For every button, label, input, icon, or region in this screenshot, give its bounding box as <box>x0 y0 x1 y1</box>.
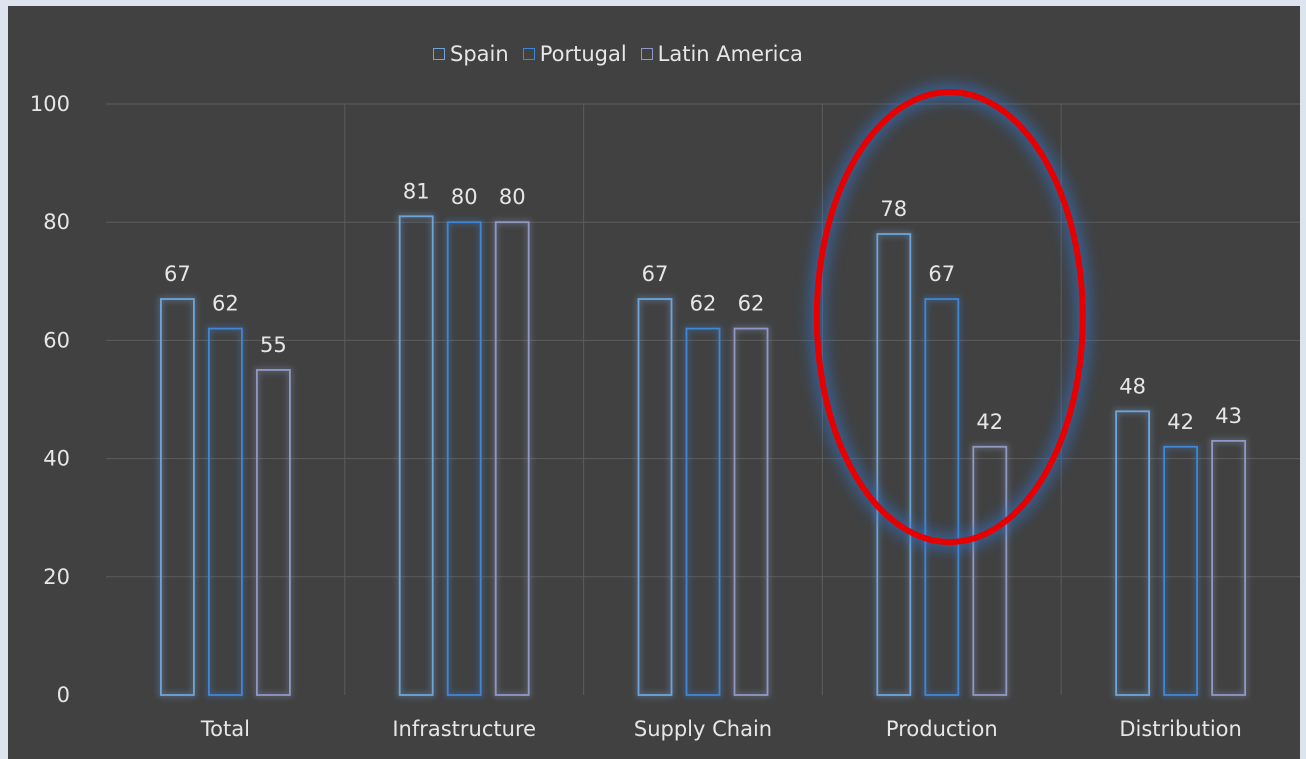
data-label: 78 <box>880 197 907 221</box>
bar <box>397 213 436 698</box>
data-label: 67 <box>164 262 191 286</box>
bar-outline <box>159 298 195 696</box>
x-tick-label: Total <box>200 717 250 741</box>
legend-swatch <box>640 48 653 60</box>
x-tick-label: Supply Chain <box>634 717 772 741</box>
x-tick-label: Production <box>886 717 998 741</box>
bar-outline <box>398 215 434 696</box>
data-label: 42 <box>1167 410 1194 434</box>
bar <box>874 231 913 698</box>
bar-glow <box>732 326 770 698</box>
y-tick-label: 40 <box>43 447 70 471</box>
bar-outline <box>685 327 721 696</box>
bar <box>636 296 674 698</box>
bar-outline <box>637 298 673 696</box>
bar-outline <box>494 221 530 696</box>
data-label: 67 <box>928 262 955 286</box>
page-top-strip <box>0 0 1306 6</box>
highlight-annotation <box>808 84 1091 550</box>
y-tick-label: 60 <box>43 328 70 352</box>
highlight-ellipse <box>813 89 1086 545</box>
y-axis: 0 20 40 60 80 100 <box>30 92 70 707</box>
data-label: 80 <box>451 185 478 209</box>
y-tick-label: 20 <box>43 565 70 589</box>
bar-glow <box>922 296 961 698</box>
bar-outline <box>446 221 482 696</box>
data-label: 80 <box>499 185 526 209</box>
bar-outline <box>924 298 960 696</box>
bar <box>1161 444 1200 698</box>
legend-label: Spain <box>450 42 509 66</box>
data-label: 43 <box>1215 404 1242 428</box>
data-labels: 67 62 55 81 80 80 67 62 62 78 67 42 48 42 43 <box>164 179 1242 433</box>
bar-glow <box>158 296 197 698</box>
data-label: 55 <box>260 333 287 357</box>
legend-item: Portugal <box>522 42 627 66</box>
legend-label: Latin America <box>657 42 803 66</box>
bar <box>206 326 245 698</box>
y-tick-label: 100 <box>30 92 70 116</box>
bar-outline <box>876 233 912 696</box>
bar-outline <box>1163 445 1198 696</box>
bar-glow <box>1113 408 1152 698</box>
x-tick-label: Distribution <box>1119 717 1242 741</box>
data-label: 48 <box>1119 374 1146 398</box>
bar <box>1209 438 1248 698</box>
legend-label: Portugal <box>539 42 627 66</box>
chart-panel: 0 20 40 60 80 100 67 62 55 81 80 80 67 62 62 78 67 42 48 4… <box>8 6 1300 759</box>
y-tick-label: 0 <box>57 683 70 707</box>
bar-outline <box>1115 410 1150 696</box>
bar-glow <box>206 326 245 698</box>
data-label: 62 <box>738 292 765 316</box>
bar <box>254 367 293 698</box>
bar-glow <box>1209 438 1248 698</box>
bar-chart: 0 20 40 60 80 100 67 62 55 81 80 80 67 62 62 78 67 42 48 4… <box>30 84 1300 741</box>
bar <box>970 444 1009 698</box>
data-label: 67 <box>642 262 669 286</box>
bar <box>922 296 961 698</box>
bar-glow <box>254 367 293 698</box>
bar <box>158 296 197 698</box>
y-tick-label: 80 <box>43 210 70 234</box>
bar-outline <box>207 327 243 696</box>
bar-glow <box>684 326 722 698</box>
bar-glow <box>636 296 674 698</box>
legend-swatch <box>433 48 445 60</box>
x-axis: Total Infrastructure Supply Chain Productio… <box>200 717 1242 741</box>
bar-outline <box>1211 439 1246 696</box>
legend-swatch <box>522 48 535 60</box>
legend-item: Spain <box>433 42 509 66</box>
data-label: 62 <box>690 292 717 316</box>
gridlines <box>106 103 1300 695</box>
bar <box>732 326 770 698</box>
bar-glow <box>970 444 1009 698</box>
bars <box>158 213 1248 698</box>
data-label: 42 <box>976 410 1003 434</box>
bar-outline <box>972 445 1008 696</box>
legend: Spain Portugal Latin America <box>433 42 803 66</box>
bar-glow <box>397 213 436 698</box>
bar <box>493 219 532 698</box>
bar-outline <box>733 327 769 696</box>
bar <box>445 219 484 698</box>
bar <box>684 326 722 698</box>
bar-glow <box>1161 444 1200 698</box>
bar <box>1113 408 1152 698</box>
data-label: 81 <box>403 179 430 203</box>
legend-item: Latin America <box>640 42 803 66</box>
x-tick-label: Infrastructure <box>392 717 536 741</box>
data-label: 62 <box>212 292 239 316</box>
bar-outline <box>255 369 291 696</box>
bar-glow <box>874 231 913 698</box>
